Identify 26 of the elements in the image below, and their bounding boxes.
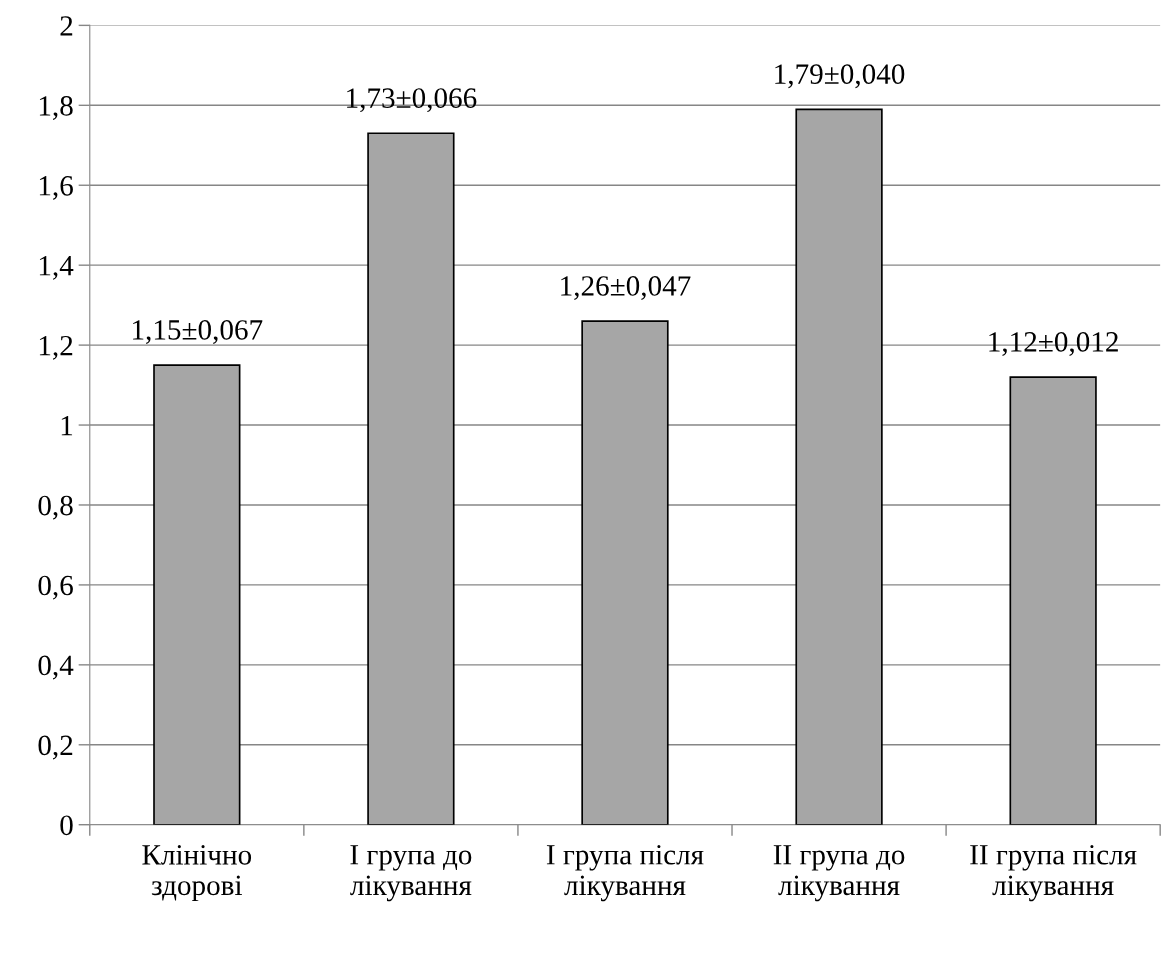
- data-label: 1,12±0,012: [989, 332, 1118, 356]
- y-tick-label: 1,6: [39, 176, 73, 200]
- bar: [367, 132, 455, 825]
- y-tick-label: 1,4: [39, 256, 74, 280]
- y-tick-label: 1,8: [39, 96, 73, 120]
- y-tick-label: 1,2: [39, 335, 73, 360]
- data-label: 1,73±0,066: [347, 88, 477, 113]
- data-label: 1,15±0,067: [133, 320, 263, 344]
- y-tick-label: 2: [60, 16, 73, 36]
- y-tick-label: 0,6: [38, 575, 73, 600]
- bar: [795, 108, 883, 825]
- y-tick-label: 0,2: [38, 735, 73, 760]
- y-tick-label: 0: [60, 815, 73, 836]
- x-tick-label: II група після лікування: [970, 845, 1137, 902]
- bar: [153, 364, 241, 825]
- data-label: 1,79±0,040: [775, 64, 905, 89]
- bar: [581, 320, 669, 825]
- x-tick-label: I група після лікування: [546, 845, 704, 902]
- data-label: 1,26±0,047: [561, 276, 691, 300]
- x-tick-label: Клінічно здорові: [142, 845, 252, 902]
- bar: [1009, 376, 1097, 825]
- x-tick-label: I група до лікування: [350, 845, 472, 902]
- x-tick-label: II група до лікування: [773, 845, 905, 902]
- y-tick-label: 0,8: [38, 495, 73, 520]
- y-tick-label: 0,4: [38, 655, 74, 680]
- y-tick-label: 1: [61, 415, 73, 436]
